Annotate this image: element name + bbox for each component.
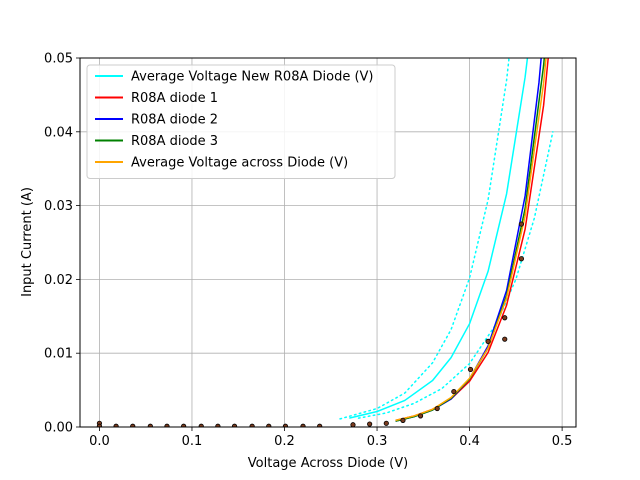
x-tick-label: 0.0 bbox=[89, 434, 110, 449]
series-line-2 bbox=[357, 131, 554, 419]
legend-label: R08A diode 1 bbox=[131, 91, 218, 106]
x-axis-label: Voltage Across Diode (V) bbox=[248, 456, 408, 471]
data-point bbox=[367, 421, 373, 427]
series-line-6 bbox=[395, 58, 547, 422]
data-point bbox=[96, 423, 103, 427]
data-point bbox=[266, 423, 272, 427]
legend-label: R08A diode 3 bbox=[131, 134, 218, 149]
data-point bbox=[300, 423, 306, 427]
plot-frame bbox=[79, 57, 577, 428]
series-line-1 bbox=[339, 58, 510, 420]
data-point bbox=[147, 423, 153, 427]
data-point bbox=[485, 338, 491, 344]
x-tick-label: 0.2 bbox=[274, 434, 295, 449]
y-tick-label: 0.03 bbox=[44, 199, 73, 214]
data-point bbox=[467, 366, 474, 373]
y-axis-label: Input Current (A) bbox=[20, 187, 35, 297]
data-point bbox=[198, 423, 204, 427]
legend-label: R08A diode 2 bbox=[131, 113, 218, 128]
data-point bbox=[113, 423, 119, 427]
data-point bbox=[502, 336, 508, 342]
data-point bbox=[164, 423, 170, 427]
scatter-layer bbox=[96, 221, 525, 427]
legend: Average Voltage New R08A Diode (V) R08A d… bbox=[86, 64, 396, 179]
data-point bbox=[130, 423, 136, 427]
legend-label: Average Voltage New R08A Diode (V) bbox=[131, 70, 374, 85]
x-tick-label: 0.4 bbox=[459, 434, 480, 449]
data-point bbox=[181, 423, 187, 427]
ticks: 0.0 0.1 0.2 0.3 0.4 0.5 0.00 0.01 0.02 0.03 0.04 0.… bbox=[44, 52, 572, 450]
y-tick-label: 0.05 bbox=[44, 52, 73, 67]
x-tick-label: 0.5 bbox=[552, 434, 573, 449]
data-point bbox=[502, 315, 508, 321]
series-line-0 bbox=[349, 58, 529, 419]
data-point bbox=[317, 423, 323, 427]
data-point bbox=[434, 405, 440, 412]
y-tick-label: 0.02 bbox=[44, 273, 73, 288]
data-point bbox=[249, 423, 255, 427]
data-point bbox=[231, 423, 238, 427]
data-point bbox=[215, 423, 221, 427]
data-point bbox=[518, 256, 525, 262]
y-tick-label: 0.00 bbox=[44, 421, 73, 436]
x-tick-label: 0.3 bbox=[367, 434, 388, 449]
data-point bbox=[400, 417, 406, 423]
data-point bbox=[383, 420, 389, 426]
data-point bbox=[451, 388, 457, 395]
data-point bbox=[417, 413, 424, 419]
y-tick-label: 0.01 bbox=[44, 347, 73, 362]
y-tick-label: 0.04 bbox=[44, 125, 73, 140]
legend-label: Average Voltage across Diode (V) bbox=[131, 156, 348, 171]
x-tick-label: 0.1 bbox=[182, 434, 203, 449]
data-point bbox=[350, 422, 356, 427]
legend-box bbox=[86, 64, 396, 179]
series-layer bbox=[339, 58, 554, 422]
data-point bbox=[518, 221, 525, 227]
data-point bbox=[282, 423, 289, 427]
